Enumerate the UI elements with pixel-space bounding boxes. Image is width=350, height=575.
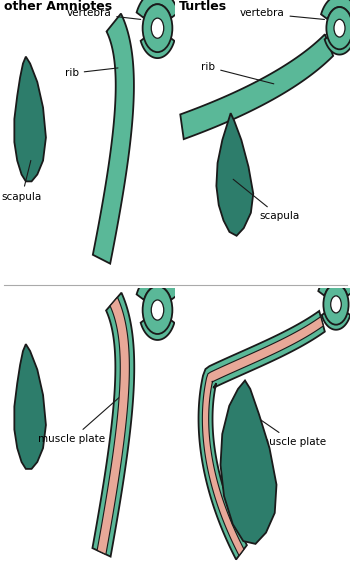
Circle shape	[143, 286, 172, 334]
Circle shape	[323, 284, 349, 325]
Circle shape	[151, 300, 164, 320]
Polygon shape	[141, 37, 174, 58]
Text: rib: rib	[201, 62, 274, 84]
Text: vertebra: vertebra	[66, 9, 141, 20]
Polygon shape	[321, 0, 350, 19]
Polygon shape	[220, 381, 276, 544]
Polygon shape	[92, 293, 134, 557]
Polygon shape	[322, 312, 350, 329]
Polygon shape	[180, 34, 333, 139]
Text: vertebra: vertebra	[240, 9, 324, 20]
Circle shape	[151, 18, 164, 38]
Text: muscle plate: muscle plate	[38, 396, 120, 444]
Text: rib: rib	[65, 68, 118, 78]
Polygon shape	[216, 113, 253, 236]
Polygon shape	[318, 273, 350, 296]
Circle shape	[331, 296, 341, 313]
Polygon shape	[136, 0, 178, 18]
Text: muscle plate: muscle plate	[251, 413, 326, 447]
Text: Turtles: Turtles	[178, 0, 227, 13]
Polygon shape	[198, 311, 325, 559]
Polygon shape	[202, 317, 323, 555]
Polygon shape	[136, 273, 178, 300]
Polygon shape	[14, 56, 46, 181]
Polygon shape	[141, 319, 174, 340]
Circle shape	[326, 7, 350, 49]
Text: other Amniotes: other Amniotes	[4, 0, 112, 13]
Polygon shape	[325, 36, 350, 55]
Polygon shape	[14, 344, 46, 469]
Polygon shape	[93, 14, 134, 264]
Text: scapula: scapula	[233, 179, 299, 221]
Text: scapula: scapula	[2, 160, 42, 202]
Polygon shape	[97, 297, 130, 554]
Circle shape	[334, 20, 345, 37]
Circle shape	[143, 4, 172, 52]
